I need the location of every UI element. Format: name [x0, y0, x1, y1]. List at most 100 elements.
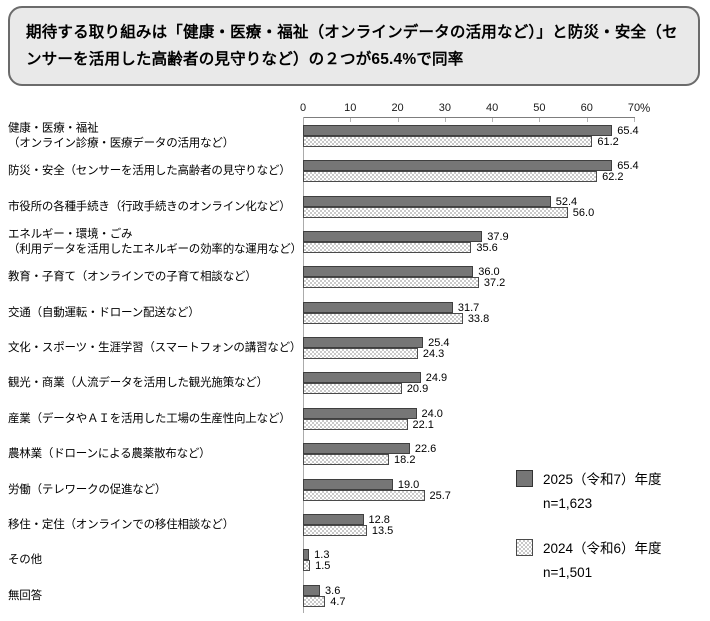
- bar-2024: [303, 489, 425, 501]
- value-label-2024: 61.2: [597, 136, 619, 148]
- value-label-2024: 1.5: [315, 560, 331, 573]
- value-label-2025: 65.4: [617, 160, 639, 173]
- category-label: 労働（テレワークの促進など）: [8, 483, 167, 496]
- x-axis-tick-label: 40: [486, 102, 499, 114]
- value-label-2024: 4.7: [330, 595, 346, 608]
- chart-row: エネルギー・環境・ごみ （利用データを活用したエネルギーの効率的な運用など） 37…: [0, 226, 710, 261]
- legend-label-2025: 2025（令和7）年度: [543, 472, 662, 487]
- bar-chart: % 0 10 20 30 40 50 60 70 健康・医療・福祉 （オンライン診療・医療デー…: [0, 96, 710, 621]
- bar-2025: [303, 513, 364, 525]
- bar-2025: [303, 195, 551, 207]
- category-label: 無回答: [8, 589, 42, 602]
- x-axis-tick-label: 10: [344, 102, 357, 114]
- value-label-2024: 22.1: [412, 418, 434, 431]
- bar-2024: [303, 560, 311, 572]
- category-label: 農林業（ドローンによる農薬散布など）: [8, 447, 211, 460]
- chart-row: 市役所の各種手続き（行政手続きのオンライン化など） 52.4 56.0: [0, 191, 710, 226]
- bar-2025: [303, 160, 613, 172]
- bar-2025: [303, 231, 483, 243]
- x-axis-tick-label: 20: [391, 102, 404, 114]
- category-label: 教育・子育て（オンラインでの子育て相談など）: [8, 271, 257, 284]
- value-label-2025: 1.3: [314, 549, 330, 562]
- chart-row: 文化・スポーツ・生涯学習（スマートフォンの講習など） 25.4 24.3: [0, 332, 710, 367]
- legend-swatch-2024: [516, 538, 533, 556]
- value-label-2025: 36.0: [478, 266, 500, 279]
- x-axis-tick-mark: [444, 118, 446, 122]
- value-label-2024: 25.7: [429, 489, 451, 502]
- bar-2025: [303, 584, 320, 596]
- category-label: 市役所の各種手続き（行政手続きのオンライン化など）: [8, 200, 291, 213]
- category-label: 健康・医療・福祉 （オンライン診療・医療データの活用など）: [8, 122, 234, 150]
- legend-label-2024: 2024（令和6）年度: [543, 541, 662, 556]
- category-label: エネルギー・環境・ごみ （利用データを活用したエネルギーの効率的な運用など）: [8, 228, 302, 256]
- value-label-2025: 3.6: [325, 584, 341, 597]
- value-label-2024: 37.2: [483, 277, 506, 290]
- chart-row: 無回答 3.6 4.7: [0, 580, 710, 615]
- value-label-2024: 33.8: [467, 312, 490, 325]
- bar-2024: [303, 418, 408, 430]
- bar-2024: [303, 171, 598, 183]
- x-axis-tick-mark: [350, 118, 352, 122]
- category-label: 交通（自動運転・ドローン配送など）: [8, 306, 200, 319]
- bar-2024: [303, 454, 390, 466]
- value-label-2025: 24.9: [425, 372, 448, 385]
- bar-2024: [303, 348, 418, 360]
- bar-2024: [303, 312, 463, 324]
- x-axis-tick-mark: [492, 118, 494, 122]
- legend-item-2025: 2025（令和7）年度: [516, 468, 662, 488]
- bar-2025: [303, 478, 393, 490]
- legend-n-2025: n=1,623: [543, 496, 593, 511]
- chart-row: 労働（テレワークの促進など） 19.0 25.7: [0, 474, 710, 509]
- category-label: 観光・商業（人流データを活用した観光施策など）: [8, 377, 268, 390]
- bar-2024: [303, 277, 479, 289]
- category-label: 文化・スポーツ・生涯学習（スマートフォンの講習など）: [8, 341, 302, 354]
- value-label-2025: 52.4: [555, 195, 578, 208]
- bar-2024: [303, 206, 568, 218]
- value-label-2025: 25.4: [428, 337, 450, 350]
- chart-row: 観光・商業（人流データを活用した観光施策など） 24.9 20.9: [0, 367, 710, 402]
- value-label-2024: 35.6: [476, 242, 498, 255]
- bar-2025: [303, 266, 474, 278]
- header-box: 期待する取り組みは「健康・医療・福祉（オンラインデータの活用など）」と防災・安全…: [8, 6, 700, 86]
- legend: 2025（令和7）年度 n=1,623 2024（令和6）年度 n=1,501: [516, 468, 662, 580]
- value-label-2024: 18.2: [394, 454, 416, 467]
- bar-2024: [303, 524, 367, 536]
- x-axis-tick-label: 30: [438, 102, 451, 114]
- chart-title: 期待する取り組みは「健康・医療・福祉（オンラインデータの活用など）」と防災・安全…: [26, 24, 678, 68]
- x-axis-tick-mark: [586, 118, 588, 122]
- bar-2025: [303, 407, 417, 419]
- value-label-2024: 62.2: [602, 171, 624, 184]
- value-label-2025: 19.0: [397, 478, 420, 491]
- category-label: 産業（データやＡＩを活用した工場の生産性向上など）: [8, 412, 291, 425]
- value-label-2024: 24.3: [422, 348, 445, 361]
- chart-row: 農林業（ドローンによる農薬散布など） 22.6 18.2: [0, 438, 710, 473]
- bar-2025: [303, 301, 453, 313]
- value-label-2024: 13.5: [371, 524, 394, 537]
- x-axis-tick-mark: [397, 118, 399, 122]
- x-axis-tick-label: 50: [533, 102, 546, 114]
- value-label-2025: 12.8: [368, 513, 390, 526]
- chart-row: 教育・子育て（オンラインでの子育て相談など） 36.0 37.2: [0, 261, 710, 296]
- value-label-2025: 31.7: [457, 301, 480, 314]
- y-axis-line: [303, 117, 304, 613]
- x-axis-tick-label: 0: [299, 102, 307, 114]
- value-label-2025: 65.4: [617, 125, 639, 137]
- chart-row: 防災・安全（センサーを活用した高齢者の見守りなど） 65.4 62.2: [0, 155, 710, 190]
- legend-item-2024: 2024（令和6）年度: [516, 537, 662, 557]
- value-label-2024: 56.0: [572, 206, 595, 219]
- value-label-2025: 37.9: [487, 231, 509, 244]
- legend-swatch-2025: [516, 469, 533, 487]
- legend-n-2024: n=1,501: [543, 565, 593, 580]
- bar-2025: [303, 125, 613, 136]
- chart-row: 移住・定住（オンラインでの移住相談など） 12.8 13.5: [0, 509, 710, 544]
- bar-2025: [303, 549, 310, 561]
- x-axis-tick-mark: [634, 118, 635, 122]
- x-axis-tick-label: 60: [580, 102, 593, 114]
- x-axis-line: [303, 117, 635, 118]
- chart-row: その他 1.3 1.5: [0, 544, 710, 579]
- chart-row: 交通（自動運転・ドローン配送など） 31.7 33.8: [0, 297, 710, 332]
- x-axis-tick-label: 70: [627, 102, 641, 114]
- x-axis-unit: %: [640, 103, 651, 115]
- bar-2024: [303, 595, 326, 607]
